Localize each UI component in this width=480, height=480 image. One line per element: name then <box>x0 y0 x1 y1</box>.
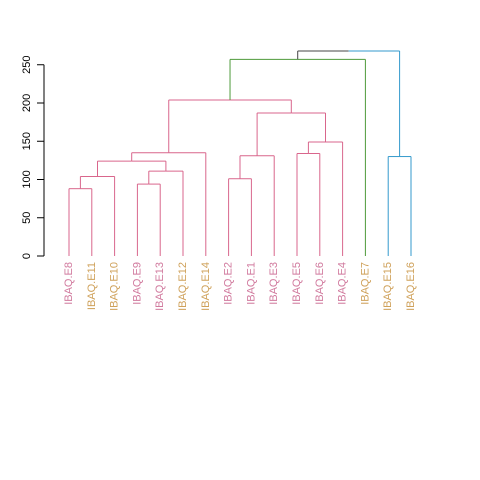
dendrogram-branches <box>69 51 411 256</box>
leaf-label: IBAQ.E8 <box>63 262 75 305</box>
y-tick-label: 0 <box>21 253 33 259</box>
y-tick-label: 200 <box>21 94 33 112</box>
leaf-label: IBAQ.E6 <box>314 262 326 305</box>
leaf-label: IBAQ.E7 <box>359 262 371 305</box>
y-axis: 0 50 100 150 200 250 <box>21 56 44 259</box>
leaf-label: IBAQ.E2 <box>223 262 235 305</box>
leaf-label: IBAQ.E3 <box>268 262 280 305</box>
leaf-labels: IBAQ.E8 IBAQ.E11 IBAQ.E10 IBAQ.E9 IBAQ.E13 IB… <box>63 262 417 311</box>
leaf-label: IBAQ.E16 <box>405 262 417 311</box>
leaf-label: IBAQ.E11 <box>86 262 98 310</box>
leaf-label: IBAQ.E5 <box>291 262 303 305</box>
leaf-label: IBAQ.E14 <box>200 262 212 311</box>
y-tick-label: 100 <box>21 170 33 188</box>
y-tick-label: 50 <box>21 212 33 224</box>
leaf-label: IBAQ.E13 <box>154 262 166 311</box>
leaf-label: IBAQ.E1 <box>245 262 257 305</box>
leaf-label: IBAQ.E15 <box>382 262 394 311</box>
y-tick-label: 250 <box>21 56 33 74</box>
leaf-label: IBAQ.E10 <box>109 262 121 311</box>
y-tick-label: 150 <box>21 132 33 150</box>
leaf-label: IBAQ.E4 <box>337 262 349 305</box>
leaf-label: IBAQ.E9 <box>131 262 143 305</box>
leaf-label: IBAQ.E12 <box>177 262 189 311</box>
